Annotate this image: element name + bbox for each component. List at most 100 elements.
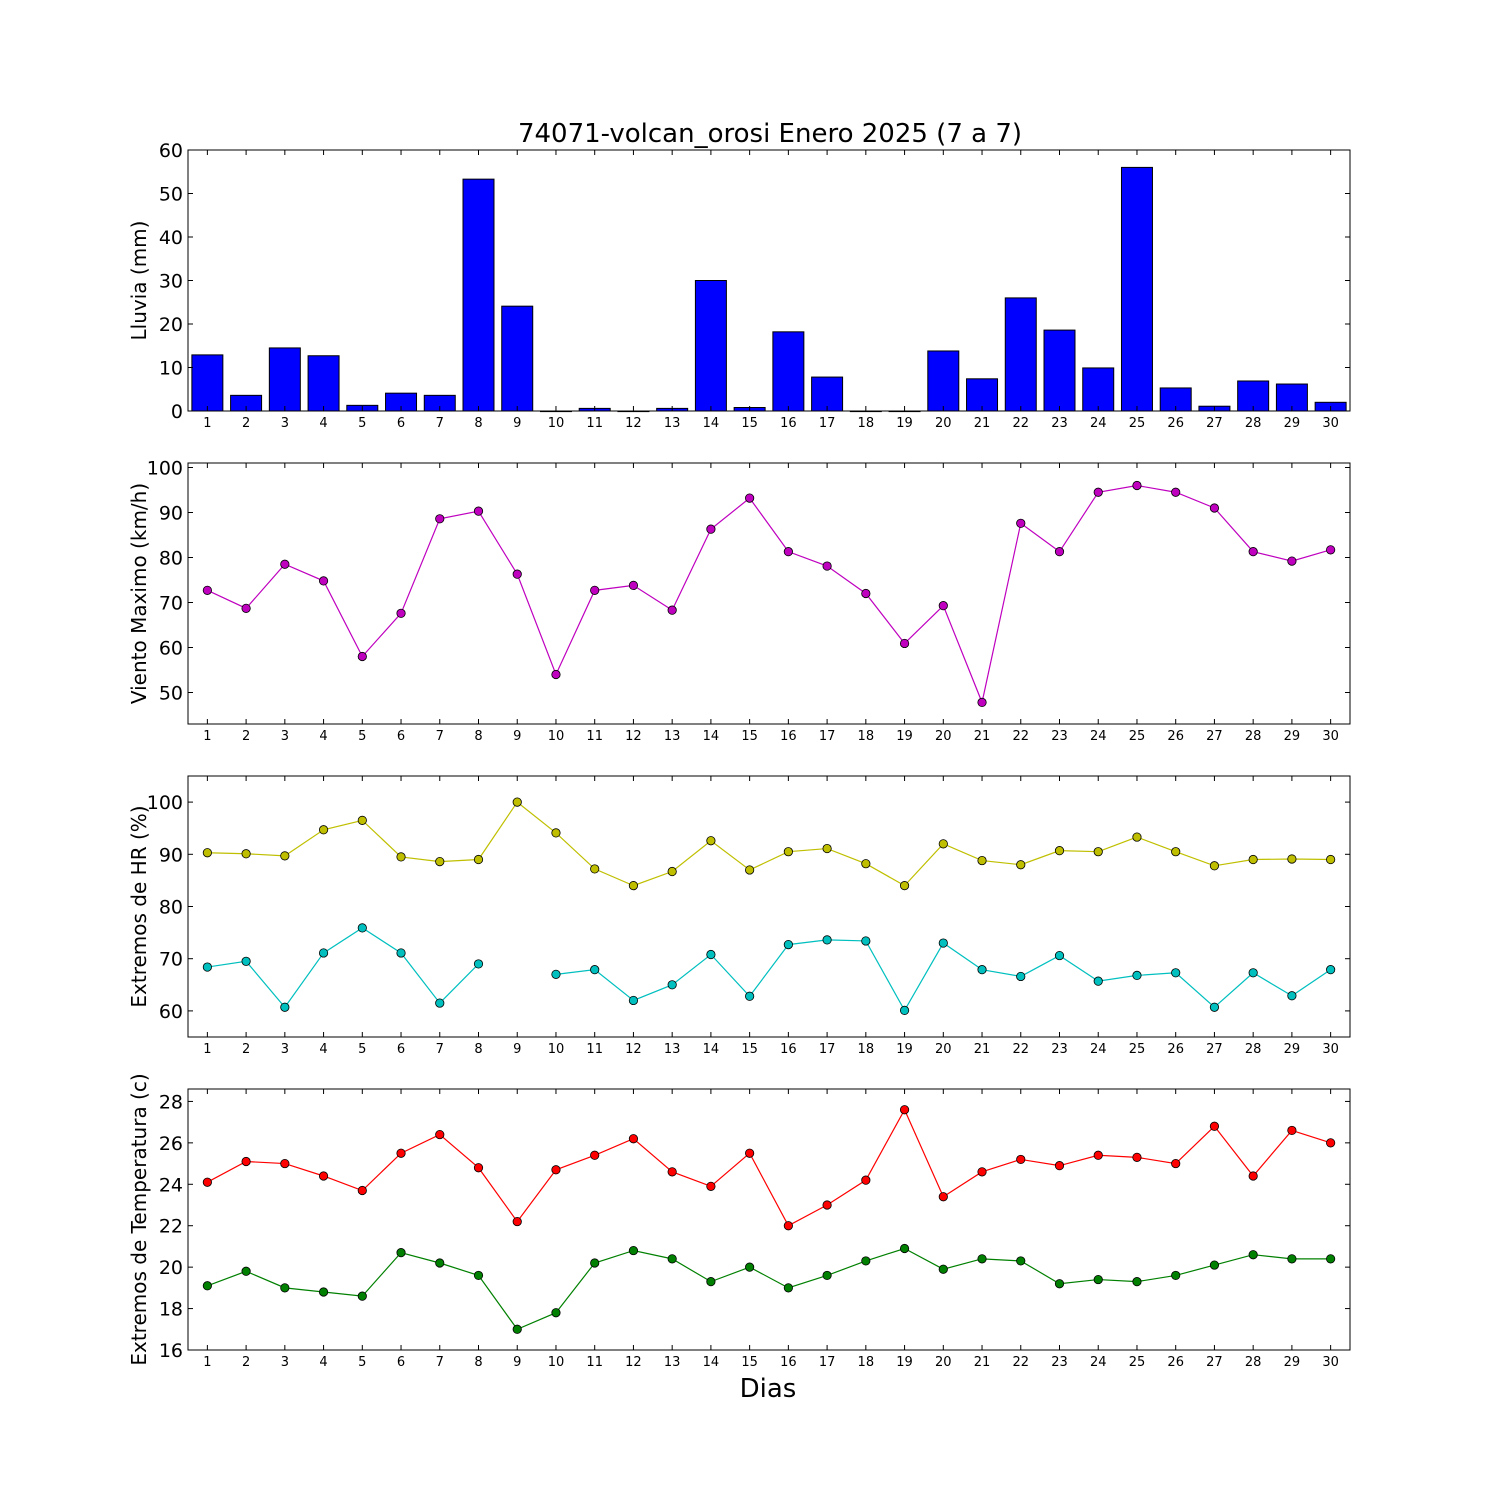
series-1 — [202, 1105, 1336, 1231]
data-point — [667, 980, 677, 990]
data-point — [1326, 854, 1336, 865]
data-point — [202, 1281, 212, 1291]
x-tick-label: 16 — [780, 1355, 797, 1370]
bar — [927, 350, 960, 412]
x-tick-label: 2 — [242, 416, 250, 431]
data-point — [551, 828, 561, 838]
data-point — [473, 959, 484, 969]
y-tick-label: 24 — [159, 1174, 183, 1196]
data-point — [667, 866, 677, 877]
data-point — [899, 1105, 910, 1115]
data-point — [1326, 1254, 1336, 1264]
data-point — [938, 938, 948, 948]
x-tick-label: 15 — [741, 1042, 758, 1057]
data-point — [628, 995, 639, 1006]
data-point — [1054, 846, 1065, 856]
y-tick-label: 30 — [159, 271, 183, 293]
x-tick-label: 23 — [1051, 416, 1068, 431]
data-point — [1287, 854, 1297, 864]
x-tick-label: 30 — [1322, 416, 1339, 431]
data-point — [1093, 976, 1103, 986]
data-point — [1171, 1158, 1181, 1169]
y-tick-label: 80 — [159, 548, 183, 570]
data-point — [590, 585, 600, 595]
bar — [617, 410, 650, 413]
bar — [1043, 329, 1076, 412]
data-point — [241, 849, 251, 859]
y-tick-label: 90 — [159, 844, 183, 866]
x-tick-label: 25 — [1129, 1042, 1146, 1057]
data-point — [899, 638, 910, 649]
x-tick-label: 17 — [819, 1042, 836, 1057]
x-tick-label: 29 — [1284, 1355, 1301, 1370]
x-tick-label: 20 — [935, 1355, 952, 1370]
x-tick-label: 14 — [703, 729, 720, 744]
data-point — [745, 493, 755, 503]
x-tick-label: 12 — [625, 416, 642, 431]
data-point — [1326, 1138, 1336, 1148]
data-point — [706, 524, 716, 534]
series-2 — [202, 1243, 1336, 1334]
x-tick-label: 24 — [1090, 416, 1107, 431]
x-tick-label: 19 — [896, 416, 913, 431]
x-tick-label: 4 — [319, 729, 327, 744]
data-point — [473, 1270, 484, 1281]
x-tick-label: 16 — [780, 729, 797, 744]
x-tick-label: 16 — [780, 416, 797, 431]
figure-title: 74071-volcan_orosi Enero 2025 (7 a 7) — [518, 119, 1022, 149]
data-point — [280, 851, 290, 861]
y-tick-label: 60 — [159, 638, 183, 660]
data-point — [1287, 1125, 1297, 1136]
x-tick-label: 2 — [242, 1042, 250, 1057]
x-tick-label: 18 — [858, 1355, 875, 1370]
x-tick-label: 9 — [513, 1042, 521, 1057]
x-tick-label: 3 — [281, 416, 289, 431]
x-tick-label: 25 — [1129, 1355, 1146, 1370]
data-point — [667, 1254, 677, 1264]
data-point — [1248, 854, 1258, 865]
x-tick-label: 14 — [703, 416, 720, 431]
data-point — [977, 965, 987, 975]
x-tick-label: 2 — [242, 1355, 250, 1370]
y-tick-label: 100 — [147, 792, 183, 814]
data-point — [938, 1264, 948, 1274]
x-tick-label: 17 — [819, 416, 836, 431]
y-tick-label: 0 — [171, 401, 183, 423]
x-tick-label: 7 — [436, 729, 444, 744]
x-tick-label: 4 — [319, 1355, 327, 1370]
data-point — [745, 1148, 755, 1158]
data-point — [783, 847, 793, 857]
x-tick-label: 10 — [548, 416, 565, 431]
x-tick-label: 22 — [1012, 1042, 1029, 1057]
data-point — [1016, 971, 1026, 982]
data-point — [1093, 487, 1103, 497]
x-tick-label: 11 — [586, 729, 603, 744]
data-point — [318, 1171, 329, 1181]
x-tick-label: 11 — [586, 416, 603, 431]
x-tick-label: 22 — [1012, 1355, 1029, 1370]
data-point — [512, 1324, 522, 1334]
data-point — [1209, 1260, 1220, 1270]
data-point — [1093, 847, 1103, 857]
x-tick-label: 20 — [935, 416, 952, 431]
data-point — [396, 1248, 406, 1258]
data-point — [357, 923, 367, 933]
bar — [888, 410, 921, 413]
data-point — [357, 1291, 367, 1301]
data-point — [822, 1200, 832, 1210]
x-tick-label: 7 — [436, 416, 444, 431]
data-point — [1171, 487, 1181, 497]
data-point — [822, 843, 832, 854]
data-point — [318, 825, 329, 835]
data-point — [1287, 1254, 1297, 1264]
data-point — [783, 1221, 793, 1231]
data-point — [396, 852, 406, 862]
x-tick-label: 5 — [358, 729, 366, 744]
data-point — [202, 962, 212, 972]
data-point — [783, 940, 793, 950]
x-tick-label: 27 — [1206, 729, 1223, 744]
data-point — [318, 576, 329, 586]
data-point — [241, 1156, 251, 1167]
